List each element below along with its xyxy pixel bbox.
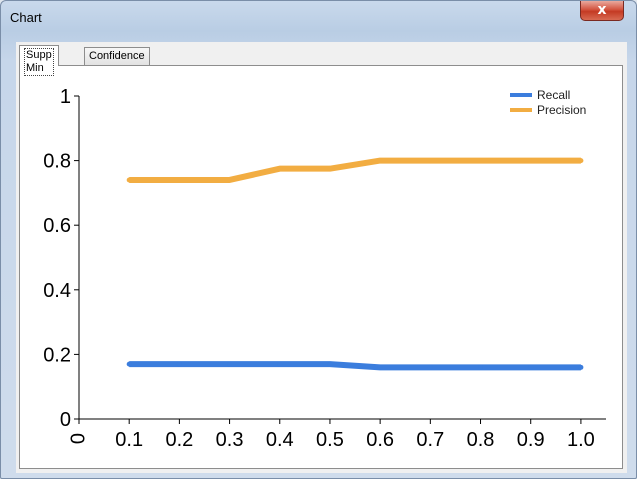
client-area: Supp Min Confidence 0 0.2 0.4 0.6 0.8 1 0 0.1 0.… — [16, 42, 627, 473]
data-point — [227, 177, 233, 183]
tab-confidence-label: Confidence — [89, 50, 145, 62]
data-point — [478, 158, 484, 164]
data-point — [227, 361, 233, 367]
data-point — [578, 364, 584, 370]
y-tick-label: 0 — [60, 409, 71, 431]
x-tick-label: 0.3 — [216, 429, 244, 451]
y-tick-label: 1 — [60, 86, 71, 108]
close-button[interactable]: x — [580, 1, 624, 21]
x-tick-label: 0.1 — [115, 429, 143, 451]
x-tick-label: 0 — [67, 433, 89, 444]
x-tick-label: 0.6 — [366, 429, 394, 451]
legend-label-precision: Precision — [537, 103, 586, 117]
data-point — [327, 361, 333, 367]
data-point — [126, 361, 132, 367]
data-point — [427, 364, 433, 370]
x-tick-label: 0.5 — [316, 429, 344, 451]
x-tick-label: 0.4 — [266, 429, 294, 451]
x-tick-label: 0.2 — [165, 429, 193, 451]
tab-supp-min-label: Supp Min — [24, 48, 54, 76]
data-point — [528, 364, 534, 370]
line-chart: 0 0.2 0.4 0.6 0.8 1 0 0.1 0.2 0.3 0.4 0.5 0.6 0.7 0.8 0… — [43, 86, 606, 451]
series-line-precision — [129, 157, 581, 183]
window-title: Chart — [10, 10, 42, 25]
data-point — [377, 364, 383, 370]
data-point — [126, 177, 132, 183]
y-tick-label: 0.6 — [43, 215, 71, 237]
data-point — [176, 361, 182, 367]
y-tick-label: 0.8 — [43, 151, 71, 173]
data-point — [327, 166, 333, 172]
x-tick-label: 1.0 — [567, 429, 595, 451]
y-tick-label: 0.4 — [43, 280, 71, 302]
legend-label-recall: Recall — [537, 88, 570, 102]
data-point — [377, 158, 383, 164]
y-tick-label: 0.2 — [43, 344, 71, 366]
data-point — [578, 158, 584, 164]
data-point — [176, 177, 182, 183]
data-point — [277, 361, 283, 367]
chart-panel: 0 0.2 0.4 0.6 0.8 1 0 0.1 0.2 0.3 0.4 0.5 0.6 0.7 0.8 0… — [19, 65, 623, 469]
data-point — [277, 166, 283, 172]
close-icon: x — [597, 2, 607, 18]
series-line-recall — [129, 361, 581, 371]
data-point — [427, 158, 433, 164]
tab-confidence[interactable]: Confidence — [84, 47, 150, 65]
tab-supp-min[interactable]: Supp Min — [19, 45, 59, 76]
data-point — [528, 158, 534, 164]
title-bar[interactable]: Chart x — [1, 1, 636, 33]
x-tick-label: 0.9 — [517, 429, 545, 451]
x-tick-label: 0.8 — [467, 429, 495, 451]
x-tick-label: 0.7 — [416, 429, 444, 451]
data-point — [478, 364, 484, 370]
